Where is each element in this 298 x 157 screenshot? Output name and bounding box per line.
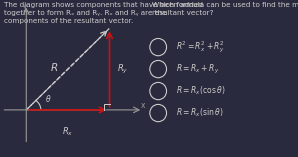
Text: $\theta$: $\theta$ <box>45 93 52 104</box>
Text: $R^2 = R_x^2 + R_y^2$: $R^2 = R_x^2 + R_y^2$ <box>176 39 225 55</box>
Text: Which formula can be used to find the magnitude of the
resultant vector?: Which formula can be used to find the ma… <box>152 2 298 16</box>
Text: $R = R_x + R_y$: $R = R_x + R_y$ <box>176 62 220 76</box>
Text: $R = R_x(\cos\theta)$: $R = R_x(\cos\theta)$ <box>176 85 226 97</box>
Text: R: R <box>51 62 58 73</box>
Text: $R_x$: $R_x$ <box>62 126 74 138</box>
Text: $R = R_x(\sin\theta)$: $R = R_x(\sin\theta)$ <box>176 107 224 119</box>
Text: x: x <box>141 101 145 110</box>
Text: The diagram shows components that have been added
together to form Rₓ and Rᵧ. Rₓ: The diagram shows components that have b… <box>4 2 203 24</box>
Text: $R_y$: $R_y$ <box>117 62 128 76</box>
Text: y: y <box>23 2 27 11</box>
